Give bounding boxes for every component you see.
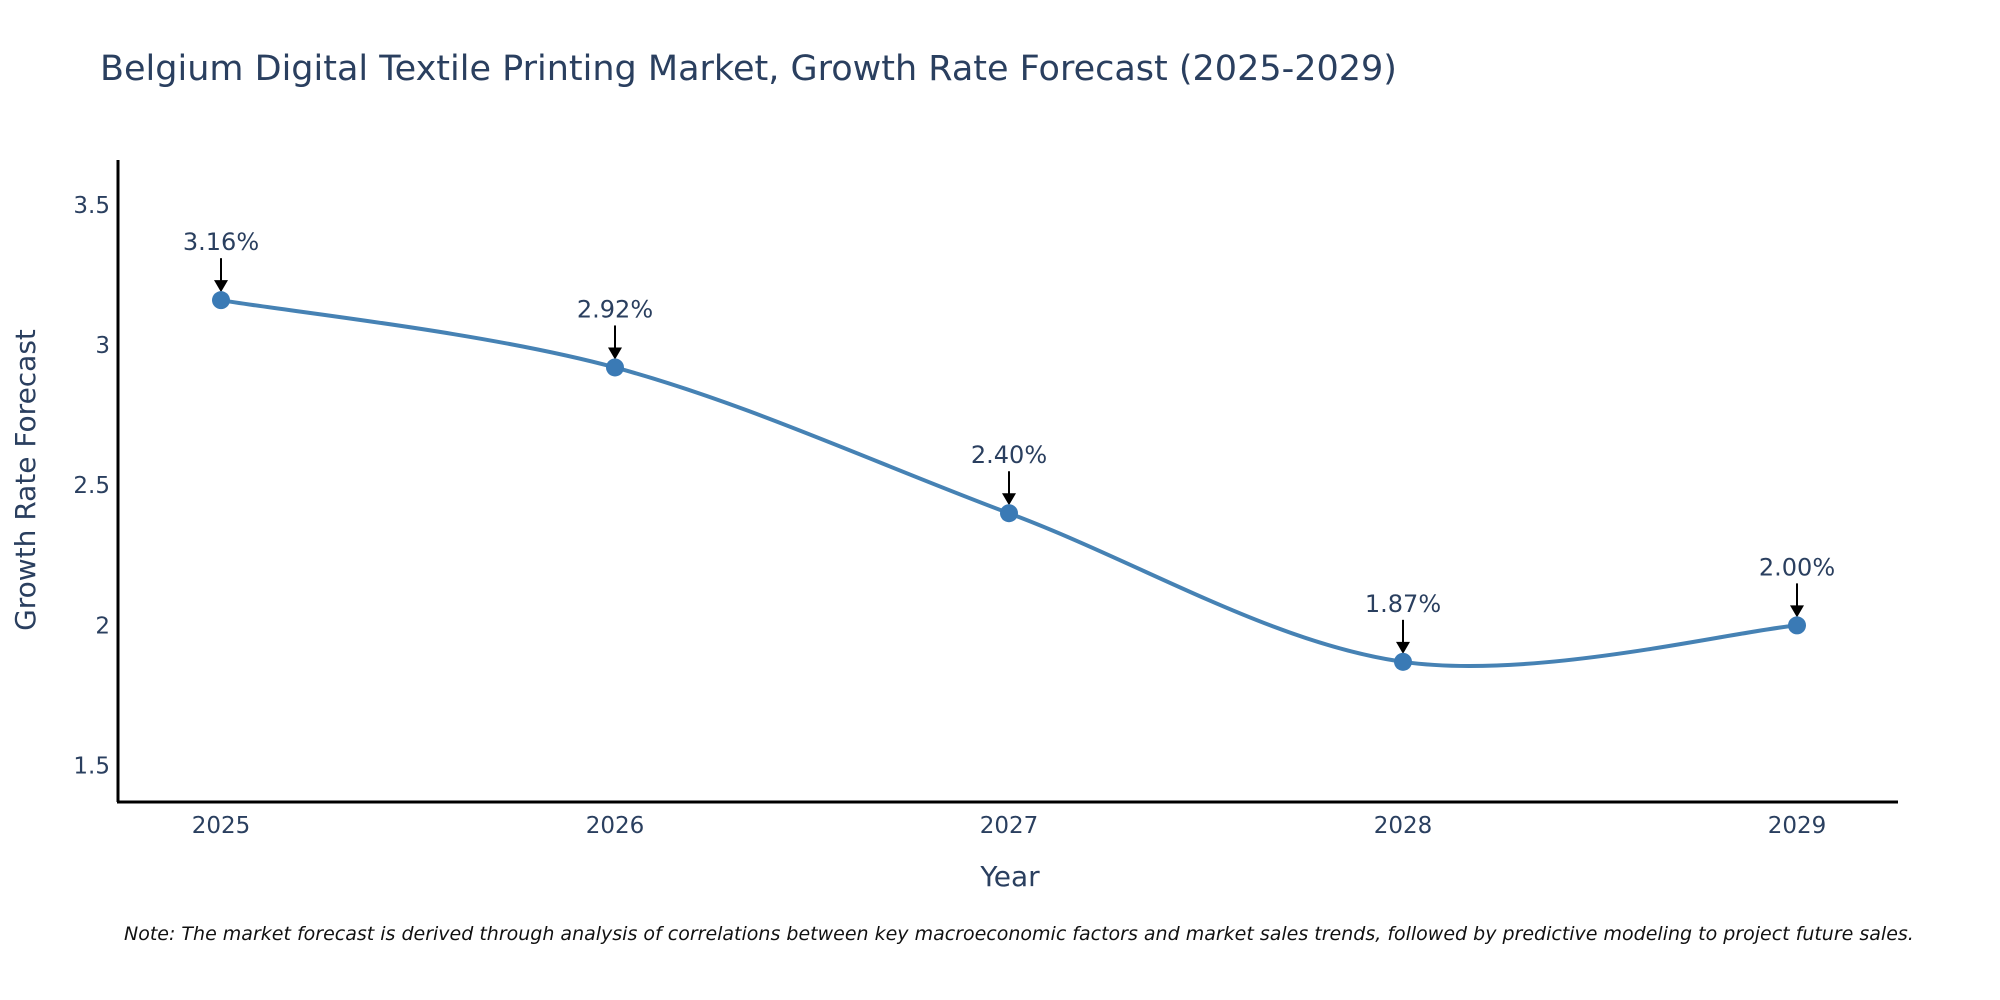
y-tick-label: 3.5	[73, 193, 110, 219]
annotation-arrow-head	[214, 280, 228, 293]
y-tick-label: 3	[95, 333, 110, 359]
annotation-arrow-head	[608, 347, 622, 360]
y-axis-ticks: 1.5 2 2.5 3 3.5	[73, 193, 110, 780]
annotation-arrow-head	[1790, 605, 1804, 618]
annotation-arrow-head	[1002, 493, 1016, 506]
x-tick-label: 2027	[980, 813, 1039, 839]
y-tick-label: 2.5	[73, 473, 110, 499]
data-markers	[212, 291, 1806, 671]
data-point	[1000, 504, 1018, 523]
data-point	[1788, 616, 1806, 635]
y-tick-label: 1.5	[73, 754, 110, 780]
data-label: 2.92%	[577, 295, 653, 323]
chart-title: Belgium Digital Textile Printing Market,…	[100, 49, 1397, 89]
x-tick-label: 2028	[1374, 813, 1433, 839]
x-tick-label: 2026	[586, 813, 645, 839]
data-label: 1.87%	[1365, 590, 1441, 618]
data-label: 3.16%	[183, 228, 259, 256]
data-point	[212, 291, 230, 310]
x-axis-ticks: 2025 2026 2027 2028 2029	[192, 813, 1827, 839]
data-label: 2.00%	[1759, 553, 1835, 581]
data-point	[606, 358, 624, 377]
data-annotations: 3.16% 2.92% 2.40% 1.87% 2.00%	[183, 228, 1835, 654]
footnote: Note: The market forecast is derived thr…	[124, 923, 1914, 945]
data-label: 2.40%	[971, 441, 1047, 469]
y-axis-title: Growth Rate Forecast	[9, 329, 42, 631]
x-tick-label: 2025	[192, 813, 251, 839]
data-point	[1394, 652, 1412, 671]
annotation-arrow-head	[1396, 641, 1410, 654]
x-tick-label: 2029	[1768, 813, 1827, 839]
x-axis-title: Year	[979, 860, 1040, 893]
y-tick-label: 2	[95, 613, 110, 639]
